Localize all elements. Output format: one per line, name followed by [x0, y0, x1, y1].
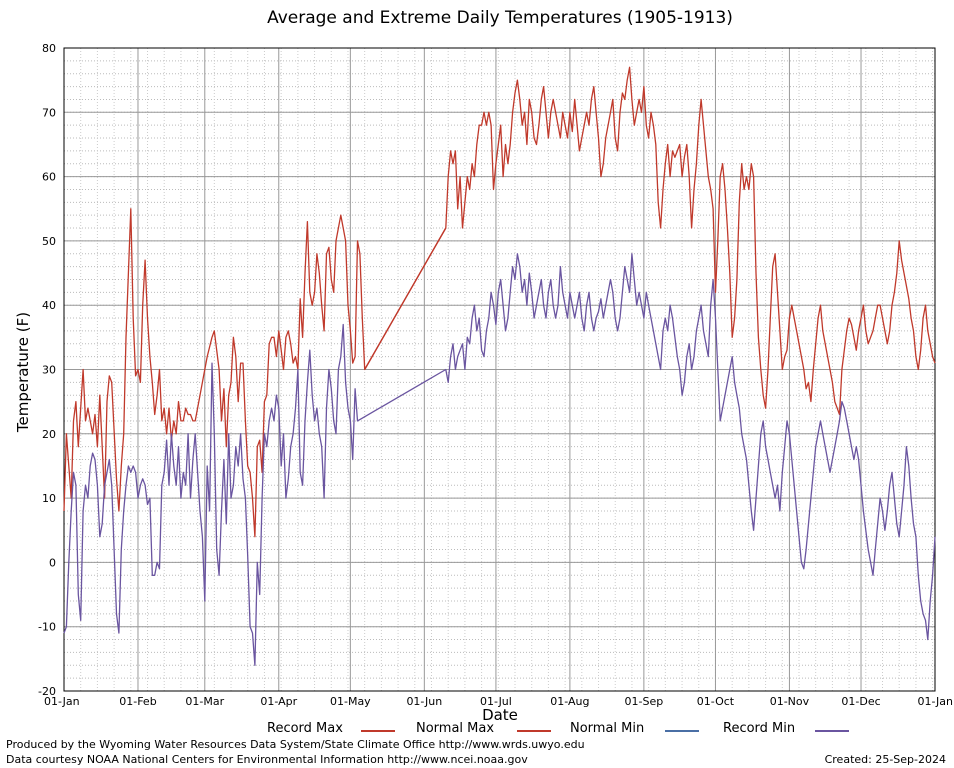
y-tick-label: -20 — [38, 685, 56, 698]
x-tick-label: 01-Dec — [841, 695, 880, 708]
x-tick-label: 01-Jul — [480, 695, 512, 708]
legend-record-max-label: Record Max — [267, 721, 343, 736]
y-tick-label: 0 — [49, 556, 56, 569]
footer-produced-by: Produced by the Wyoming Water Resources … — [6, 738, 585, 751]
legend-normal-max-label: Normal Max — [416, 721, 495, 736]
x-tick-label: 01-Sep — [625, 695, 664, 708]
chart-title: Average and Extreme Daily Temperatures (… — [267, 8, 733, 28]
x-axis-label: Date — [482, 706, 518, 724]
legend-record-min-swatch — [815, 730, 849, 732]
legend-normal-min-label: Normal Min — [570, 721, 645, 736]
y-tick-label: 40 — [42, 299, 56, 312]
footer-created: Created: 25-Sep-2024 — [824, 753, 946, 766]
y-tick-label: 30 — [42, 364, 56, 377]
y-tick-label: 10 — [42, 492, 56, 505]
x-tick-label: 01-Oct — [697, 695, 735, 708]
y-axis-ticks: -20 -10 0 10 20 30 40 50 60 70 80 — [38, 42, 56, 698]
series-line-record-min — [63, 253, 936, 666]
x-tick-label: 01-Jan — [44, 695, 80, 708]
legend-record-min-label: Record Min — [723, 721, 796, 736]
x-tick-label: 01-Mar — [185, 695, 224, 708]
series-lines — [63, 66, 936, 666]
footer-data-courtesy: Data courtesy NOAA National Centers for … — [6, 753, 528, 766]
x-tick-label: 01-Apr — [260, 695, 297, 708]
y-axis-label: Temperature (F) — [14, 311, 32, 433]
y-tick-label: 50 — [42, 235, 56, 248]
legend-normal-max-swatch — [517, 730, 551, 732]
y-tick-label: -10 — [38, 621, 56, 634]
y-tick-label: 60 — [42, 171, 56, 184]
series-line-record-max — [63, 66, 936, 538]
y-tick-label: 80 — [42, 42, 56, 55]
x-tick-label: 01-Jan — [917, 695, 953, 708]
legend-normal-min-swatch — [665, 730, 699, 732]
x-tick-label: 01-May — [330, 695, 371, 708]
x-axis-ticks: 01-Jan 01-Feb 01-Mar 01-Apr 01-May 01-Jun 01-J… — [44, 695, 953, 708]
x-tick-label: 01-Jun — [406, 695, 442, 708]
y-tick-label: 20 — [42, 428, 56, 441]
legend-record-max-swatch — [361, 730, 395, 732]
series-line-normal-max — [364, 227, 447, 370]
y-tick-label: 70 — [42, 106, 56, 119]
x-tick-label: 01-Nov — [770, 695, 810, 708]
plot-frame — [63, 47, 936, 692]
x-tick-label: 01-Feb — [119, 695, 156, 708]
x-tick-label: 01-Aug — [550, 695, 589, 708]
